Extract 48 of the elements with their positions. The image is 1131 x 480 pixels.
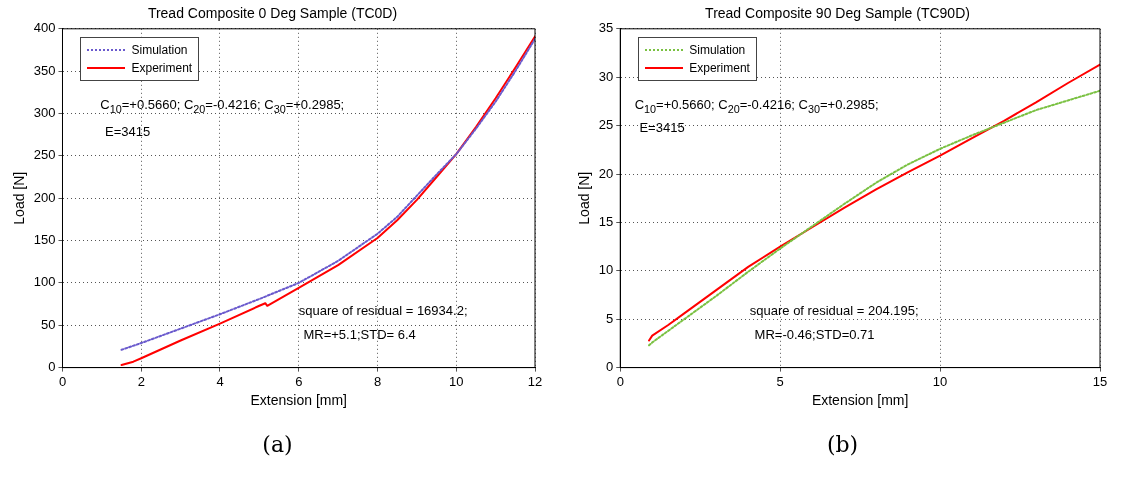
text: (b)	[825, 432, 860, 457]
annotation: square of residual = 204.195;	[749, 303, 919, 319]
x-tick-label: 12	[527, 373, 543, 389]
x-tick-label: 0	[58, 373, 67, 389]
legend-label: Experiment	[689, 60, 750, 75]
x-tick-label: 6	[295, 373, 303, 389]
x-tick-label: 4	[216, 373, 224, 389]
legend-label: Simulation	[689, 42, 746, 57]
annotation: MR=-0.46;STD=0.71	[754, 326, 875, 342]
x-axis-title: Extension [mm]	[250, 392, 347, 409]
y-tick-label: 20	[598, 165, 614, 181]
annotation: E=3415	[105, 123, 151, 139]
y-tick-label: 5	[606, 310, 614, 326]
legend-label: Experiment	[131, 60, 193, 75]
x-tick-label: 10	[932, 373, 948, 389]
x-tick-label: 15	[1092, 373, 1108, 389]
y-axis-title: Load [N]	[576, 171, 593, 225]
y-tick-label: 35	[598, 20, 614, 36]
y-tick-label: 250	[33, 147, 56, 163]
legend-label: Simulation	[131, 42, 188, 57]
y-tick-label: 300	[33, 105, 56, 121]
x-tick-label: 0	[616, 373, 624, 389]
y-tick-label: 10	[598, 262, 614, 278]
y-axis-title: Load [N]	[11, 171, 28, 225]
y-tick-label: 25	[598, 117, 614, 133]
y-tick-label: 15	[598, 213, 614, 229]
chart-title: Tread Composite 0 Deg Sample (TC0D)	[147, 5, 398, 22]
y-tick-label: 200	[33, 189, 56, 205]
annotation: square of residual = 16934.2;	[298, 303, 468, 319]
annotation: C$_{10}$=+0.5660; C$_{20}$=-0.4216; C$_{30}$=+0.2985;	[634, 96, 879, 115]
x-tick-label: 2	[137, 373, 145, 389]
y-tick-label: 30	[598, 68, 614, 84]
x-tick-label: 5	[776, 373, 784, 389]
annotation: C$_{10}$=+0.5660; C$_{20}$=-0.4216; C$_{30}$=+0.2985;	[100, 96, 345, 115]
y-tick-label: 0	[606, 359, 614, 375]
y-tick-label: 400	[33, 20, 56, 36]
annotation: MR=+5.1;STD= 6.4	[303, 326, 416, 342]
x-tick-label: 10	[449, 373, 464, 389]
x-tick-label: 8	[373, 373, 382, 389]
annotation: E=3415	[639, 120, 685, 136]
chart-title: Tread Composite 90 Deg Sample (TC90D)	[705, 5, 970, 22]
y-tick-label: 150	[33, 232, 56, 248]
y-tick-label: 100	[33, 274, 56, 290]
text: (a)	[261, 432, 294, 457]
x-axis-title: Extension [mm]	[811, 392, 909, 409]
y-tick-label: 0	[48, 359, 56, 375]
y-tick-label: 50	[41, 316, 56, 332]
y-tick-label: 350	[33, 62, 56, 78]
